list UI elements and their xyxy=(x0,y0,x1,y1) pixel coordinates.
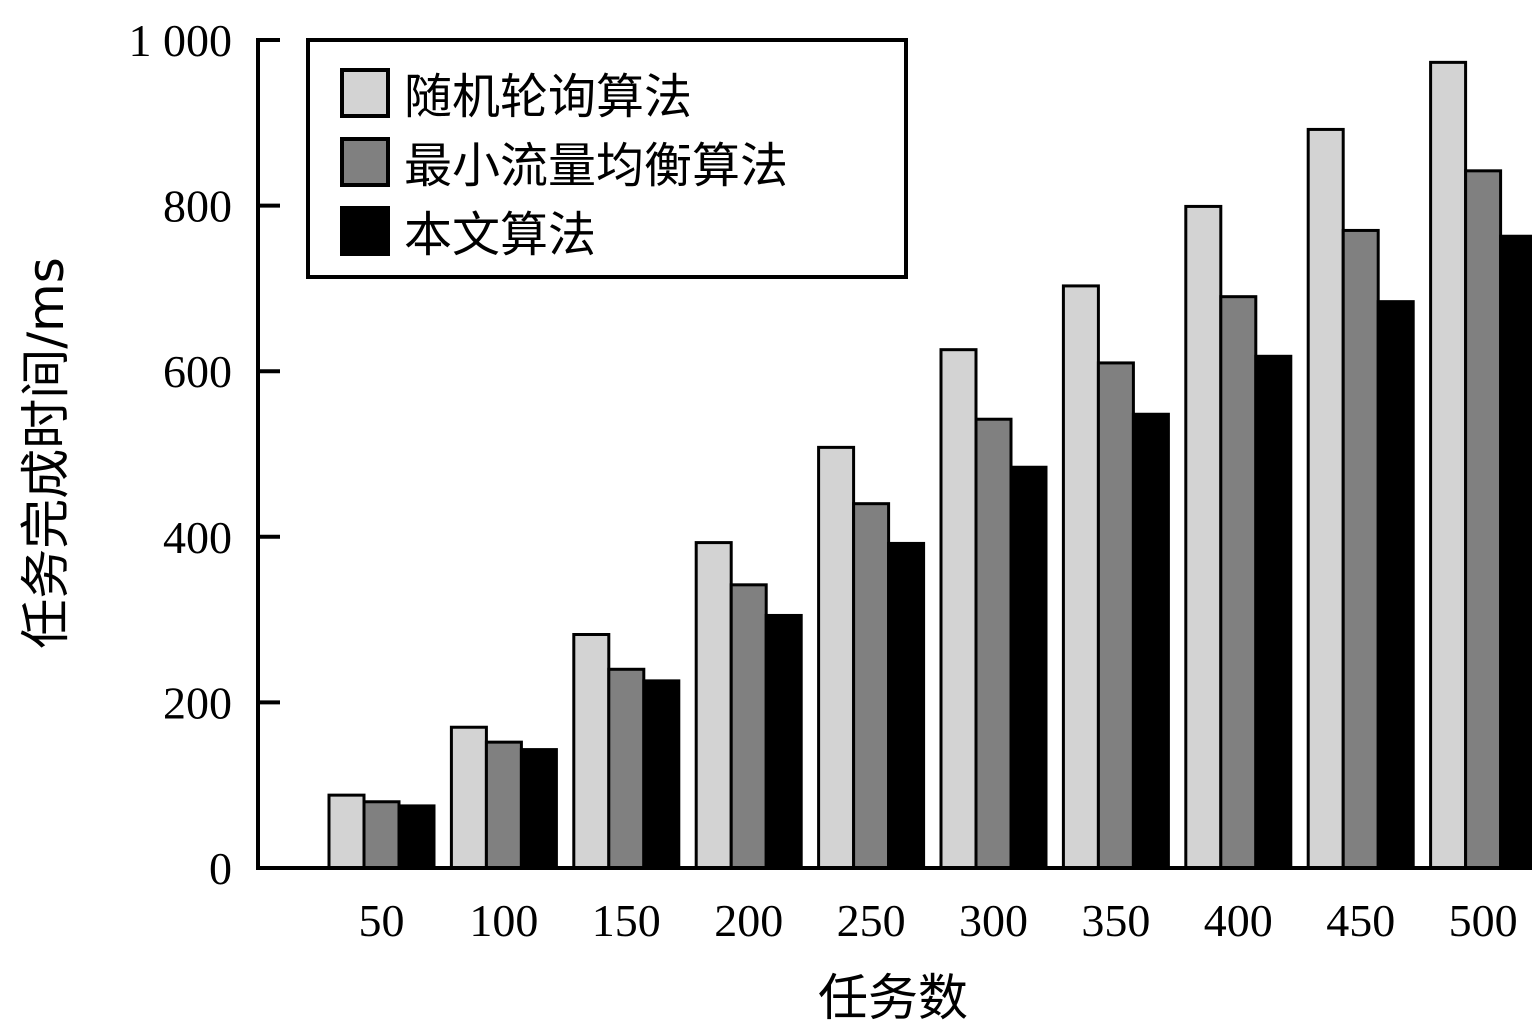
legend-swatch-series-1 xyxy=(340,68,390,118)
bar-series-1-200 xyxy=(694,541,733,870)
bar-series-1-100 xyxy=(449,725,488,870)
bar-series-3-200 xyxy=(764,613,803,870)
bar-series-2-50 xyxy=(362,800,401,870)
y-tick-label-600: 600 xyxy=(163,346,232,397)
legend-swatch-series-3 xyxy=(340,206,390,256)
x-tick-label-300: 300 xyxy=(959,895,1028,946)
x-tick-label-450: 450 xyxy=(1326,895,1395,946)
bar-series-3-300 xyxy=(1009,465,1048,870)
bar-series-1-400 xyxy=(1184,204,1223,870)
bar-series-3-450 xyxy=(1376,300,1415,870)
bar-series-3-250 xyxy=(887,541,926,870)
x-ticks: 50 100 150 200 250 300 350 400 450 500 xyxy=(359,895,1518,946)
bar-series-3-350 xyxy=(1131,412,1170,870)
legend-box xyxy=(306,38,908,279)
bar-series-2-100 xyxy=(484,740,523,870)
y-tick-label-200: 200 xyxy=(163,677,232,728)
bar-series-2-200 xyxy=(729,583,768,870)
y-axis-title: 任务完成时间/ms xyxy=(17,257,75,649)
x-tick-label-250: 250 xyxy=(837,895,906,946)
x-tick-label-400: 400 xyxy=(1204,895,1273,946)
bar-series-1-350 xyxy=(1061,284,1100,870)
bar-series-1-250 xyxy=(817,445,856,870)
bar-series-3-400 xyxy=(1254,354,1293,870)
x-tick-label-150: 150 xyxy=(592,895,661,946)
x-tick-label-500: 500 xyxy=(1449,895,1518,946)
y-tick-label-400: 400 xyxy=(163,512,232,563)
bar-series-1-500 xyxy=(1429,60,1468,870)
bar-series-2-400 xyxy=(1219,295,1258,870)
bar-series-1-50 xyxy=(327,793,366,870)
legend-label-series-2: 最小流量均衡算法 xyxy=(404,138,788,194)
bar-series-1-150 xyxy=(572,633,611,870)
bar-series-1-450 xyxy=(1306,127,1345,870)
legend: 随机轮询算法 最小流量均衡算法 本文算法 xyxy=(306,38,908,279)
y-tick-label-1000: 1 000 xyxy=(129,15,233,66)
x-tick-label-100: 100 xyxy=(469,895,538,946)
legend-label-series-3: 本文算法 xyxy=(404,207,596,263)
y-tick-label-0: 0 xyxy=(209,843,232,894)
x-tick-label-350: 350 xyxy=(1081,895,1150,946)
bars-layer xyxy=(327,60,1532,870)
x-tick-label-50: 50 xyxy=(359,895,405,946)
legend-swatch-series-2 xyxy=(340,137,390,187)
bar-series-1-300 xyxy=(939,348,978,870)
bar-series-2-500 xyxy=(1464,169,1503,870)
y-tick-label-800: 800 xyxy=(163,181,232,232)
axes-layer xyxy=(256,38,1532,870)
x-tick-label-200: 200 xyxy=(714,895,783,946)
y-ticks: 0 200 400 600 800 1 000 xyxy=(129,15,280,894)
bar-series-3-100 xyxy=(519,748,558,870)
legend-label-series-1: 随机轮询算法 xyxy=(404,69,692,125)
x-axis-title: 任务数 xyxy=(818,969,968,1027)
bar-series-3-50 xyxy=(397,804,436,870)
bar-series-2-150 xyxy=(607,667,646,870)
bar-series-3-150 xyxy=(642,679,681,870)
bar-series-2-450 xyxy=(1341,228,1380,870)
bar-series-2-300 xyxy=(974,417,1013,870)
bar-series-2-350 xyxy=(1096,361,1135,870)
bar-series-2-250 xyxy=(852,502,891,870)
bar-series-3-500 xyxy=(1499,234,1532,870)
